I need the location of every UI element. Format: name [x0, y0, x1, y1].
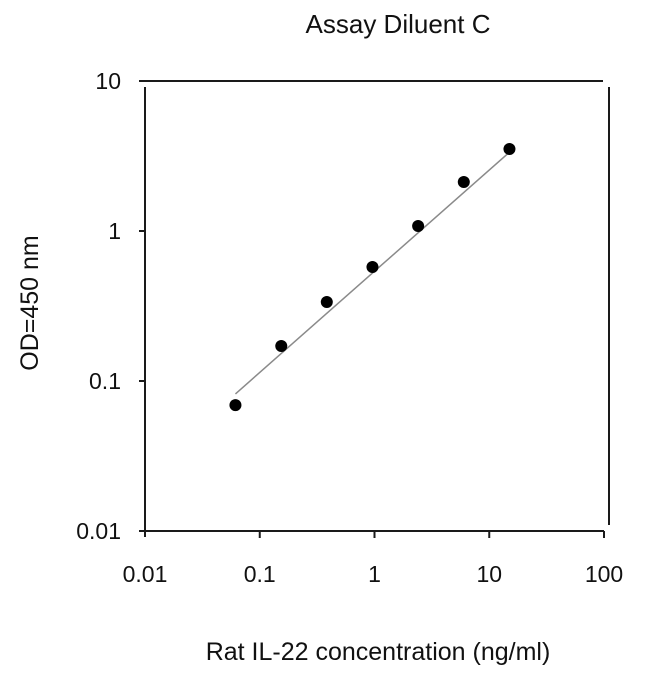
y-axis-ticks: 0.01 0.1 1 10 [76, 68, 145, 544]
y-axis-label: OD=450 nm [16, 235, 44, 371]
data-point [457, 176, 470, 189]
chart-title: Assay Diluent C [306, 9, 491, 39]
x-tick-label: 1 [368, 561, 381, 587]
x-axis-label: Rat IL-22 concentration (ng/ml) [206, 638, 551, 666]
data-point [320, 296, 333, 309]
y-tick-label: 1 [108, 218, 121, 244]
data-point [366, 261, 379, 274]
x-axis-ticks: 0.01 0.1 1 10 100 [123, 531, 623, 587]
data-point [412, 219, 425, 232]
data-point [229, 399, 242, 412]
data-point [503, 143, 516, 156]
data-point [275, 340, 288, 353]
y-tick-label: 10 [95, 68, 121, 94]
y-tick-label: 0.1 [89, 368, 121, 394]
x-tick-label: 100 [585, 561, 623, 587]
y-tick-label: 0.01 [76, 518, 121, 544]
x-tick-label: 0.1 [244, 561, 276, 587]
fit-line [234, 151, 510, 395]
x-tick-label: 0.01 [123, 561, 168, 587]
data-points [229, 143, 516, 412]
plot-frame [139, 80, 610, 537]
x-tick-label: 10 [476, 561, 502, 587]
